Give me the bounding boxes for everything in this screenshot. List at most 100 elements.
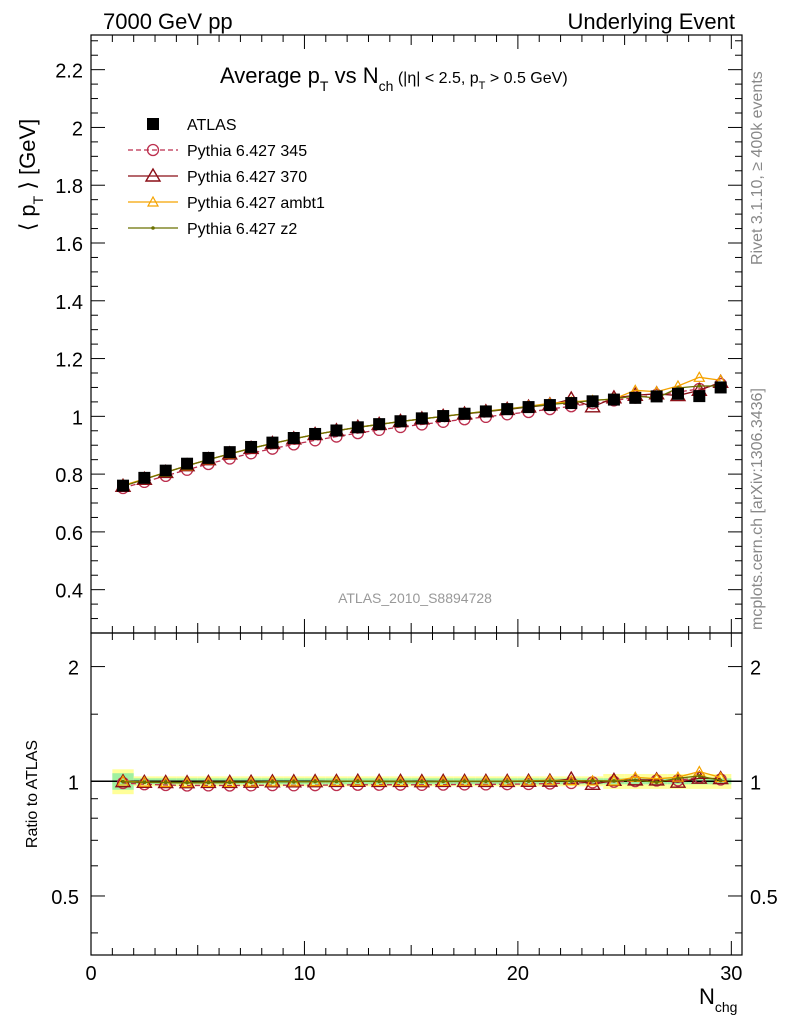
ratio-data-point xyxy=(185,780,189,785)
ratio-data-point xyxy=(565,776,578,790)
title-vs-sub: ch xyxy=(379,78,394,94)
ratio-data-point xyxy=(392,773,409,788)
ratio-data-point xyxy=(356,779,360,784)
main-series-group xyxy=(114,371,729,495)
main-y-tick-label: 0.8 xyxy=(55,465,83,487)
chart-title: Average pT vs Nch (|η| < 2.5, pT > 0.5 G… xyxy=(220,63,568,94)
main-y-tick-label: 1.4 xyxy=(55,292,83,314)
x-tick-label: 30 xyxy=(720,963,742,985)
ratio-y-tick-label: 0.5 xyxy=(51,887,79,909)
ratio-data-point xyxy=(349,772,367,787)
ratio-y-axis-label: Ratio to ATLAS xyxy=(24,740,41,848)
header-right: Underlying Event xyxy=(567,9,735,34)
main-data-point xyxy=(607,393,620,406)
main-data-point xyxy=(671,387,684,400)
legend-marker xyxy=(146,143,160,157)
ratio-data-point xyxy=(306,773,324,788)
main-y-ticks: 0.4 0.6 0.8 1 1.2 1.4 1.6 1.8 2 2.2 xyxy=(55,40,742,620)
title-main: Average p xyxy=(220,63,320,88)
ratio-data-point xyxy=(526,779,531,783)
ratio-data-point xyxy=(543,774,556,785)
main-y-tick-label: 2 xyxy=(72,118,83,140)
main-data-point xyxy=(287,432,300,444)
legend-marker xyxy=(151,226,155,230)
legend-label: Pythia 6.427 345 xyxy=(187,143,307,160)
main-y-tick-label: 0.4 xyxy=(55,581,83,603)
ratio-data-point xyxy=(242,773,260,788)
ratio-data-point xyxy=(441,779,445,784)
main-data-point xyxy=(202,451,215,464)
x-axis-label: Nchg xyxy=(699,984,737,1015)
main-data-point xyxy=(181,457,194,470)
ratio-y-tick-label-right: 2 xyxy=(750,658,761,680)
legend-marker xyxy=(147,118,159,130)
ratio-data-point xyxy=(590,779,595,783)
ratio-data-point xyxy=(413,773,431,788)
ratio-series-group xyxy=(114,765,729,792)
analysis-watermark: ATLAS_2010_S8894728 xyxy=(338,590,492,606)
ratio-data-point xyxy=(548,779,552,783)
ratio-data-point xyxy=(285,773,302,788)
legend-label: Pythia 6.427 ambt1 xyxy=(187,195,325,212)
ratio-data-point xyxy=(121,779,125,784)
main-data-point xyxy=(394,415,407,428)
x-axis-ticks: 0 10 20 30 xyxy=(85,35,742,985)
ratio-data-point xyxy=(270,780,275,784)
x-tick-label: 20 xyxy=(507,963,529,985)
ratio-data-point xyxy=(334,779,339,784)
ratio-data-point xyxy=(370,773,388,788)
main-y-tick-label: 1.2 xyxy=(55,350,83,372)
main-y-tick-label: 1.6 xyxy=(55,234,83,256)
main-data-point xyxy=(479,405,492,418)
legend-label: ATLAS xyxy=(187,117,237,134)
legend: ATLAS Pythia 6.427 345 Pythia 6.427 370 Pyt… xyxy=(128,117,325,238)
ratio-series-line xyxy=(122,776,721,787)
ylabel-a: ⟨ p xyxy=(15,204,40,231)
ylabel-b: ⟩ [GeV] xyxy=(15,119,40,196)
main-data-point xyxy=(245,440,258,453)
x-tick-label: 0 xyxy=(85,963,96,985)
title-cuts-sub: T xyxy=(479,80,486,92)
ratio-panel-frame xyxy=(90,632,743,956)
ratio-data-point xyxy=(200,774,217,789)
ratio-data-point xyxy=(569,779,574,783)
main-data-point xyxy=(437,410,450,423)
ratio-data-point xyxy=(163,780,168,785)
ratio-data-point xyxy=(484,779,488,784)
main-data-point xyxy=(693,390,706,403)
main-data-point xyxy=(697,384,702,388)
legend-marker xyxy=(144,167,162,182)
main-data-point xyxy=(586,395,599,408)
main-y-tick-label: 1.8 xyxy=(55,176,83,198)
ratio-data-point xyxy=(377,779,381,784)
main-data-point xyxy=(629,391,642,404)
y-axis-label: ⟨ pT ⟩ [GeV] xyxy=(15,119,46,232)
title-main-sub: T xyxy=(320,78,329,94)
main-data-point xyxy=(565,397,578,410)
main-data-point xyxy=(543,399,556,412)
ratio-data-point xyxy=(398,779,403,784)
rivet-label: Rivet 3.1.10, ≥ 400k events xyxy=(749,71,766,265)
ratio-data-point xyxy=(157,774,174,789)
ratio-data-point xyxy=(434,773,452,788)
ratio-data-point xyxy=(479,774,492,786)
title-cuts-b: > 0.5 GeV) xyxy=(485,70,567,87)
ratio-y-tick-label-right: 0.5 xyxy=(750,887,778,909)
ratio-data-point xyxy=(178,774,196,789)
ratio-y-ticks: 0.5 0.5 1 1 2 2 xyxy=(51,658,778,934)
x-tick-label: 10 xyxy=(293,963,315,985)
ratio-data-point xyxy=(142,780,147,785)
ratio-data-point xyxy=(313,779,317,784)
title-vs: vs N xyxy=(328,63,378,88)
ratio-data-point xyxy=(116,774,130,786)
ratio-data-point xyxy=(328,773,345,788)
ratio-data-point xyxy=(249,780,253,785)
ratio-data-point xyxy=(522,774,535,786)
ratio-data-point xyxy=(227,780,232,785)
ratio-data-point xyxy=(206,780,211,785)
ratio-data-point xyxy=(291,780,296,784)
main-data-point xyxy=(373,418,386,431)
legend-marker xyxy=(146,195,160,207)
main-data-point xyxy=(522,401,535,414)
mcplots-label: mcplots.cern.ch [arXiv:1306.3436] xyxy=(749,388,766,630)
